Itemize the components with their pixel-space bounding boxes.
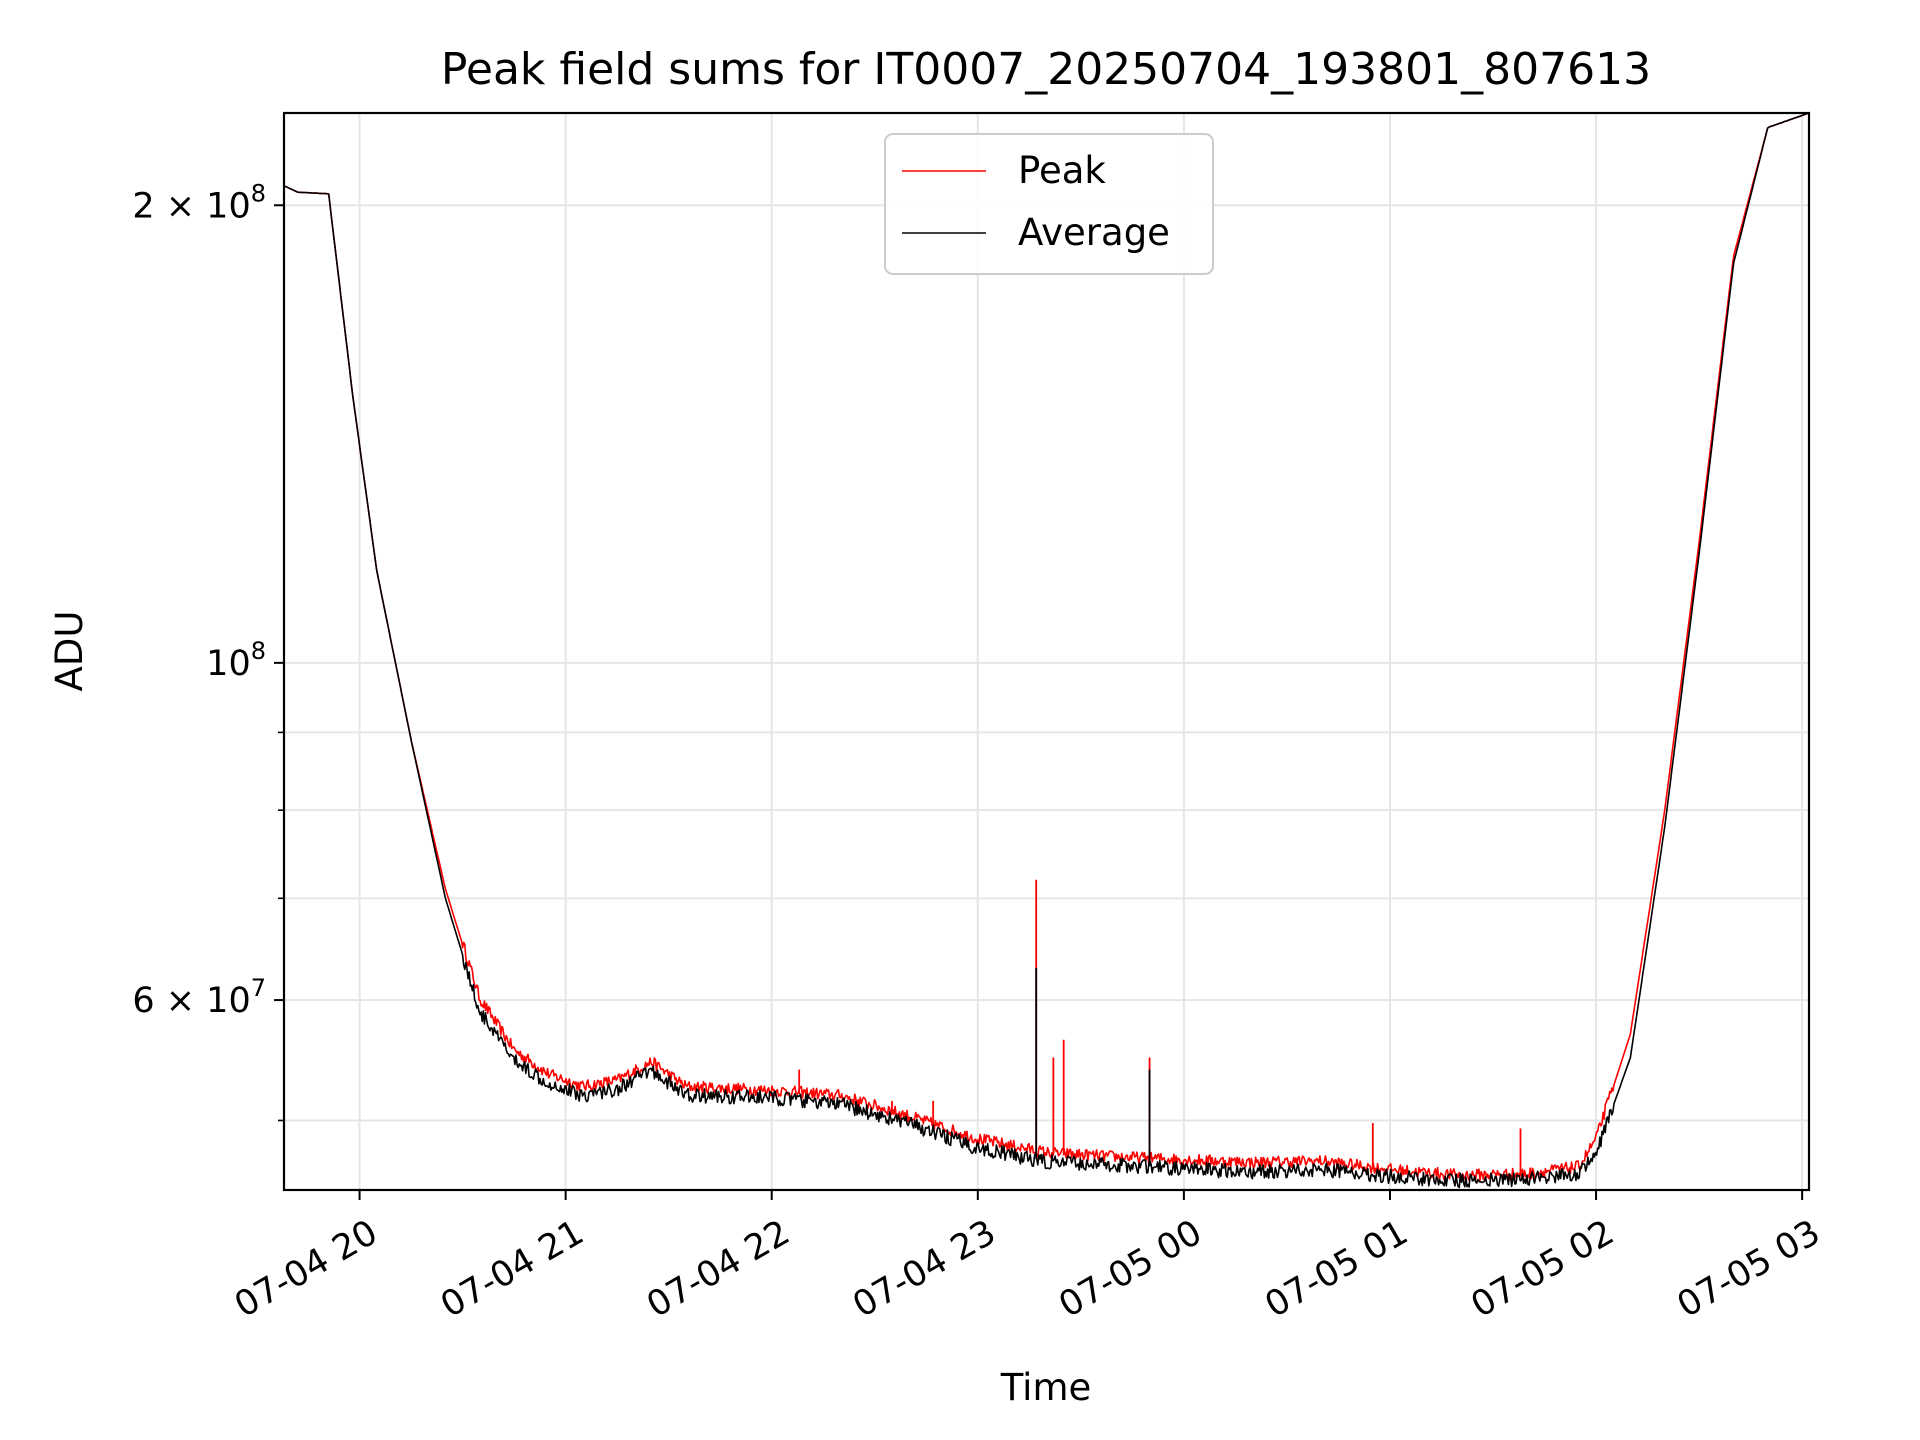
plot-frame	[282, 111, 1811, 1192]
legend-label-peak: Peak	[1018, 149, 1106, 192]
y-tick-label: 108	[206, 637, 266, 684]
legend-box	[884, 133, 1214, 275]
series-layer	[284, 113, 1809, 1189]
y-axis-label: ADU	[48, 611, 91, 692]
x-axis-label: Time	[1000, 1366, 1092, 1409]
y-tick-label: 2 × 108	[132, 179, 266, 226]
series-line-peak	[284, 113, 1809, 1182]
legend: Peak Average	[884, 133, 1214, 275]
legend-label-average: Average	[1018, 211, 1170, 254]
y-tick-label: 6 × 107	[132, 974, 266, 1021]
series-line-average	[284, 113, 1809, 1189]
chart-title: Peak field sums for IT0007_20250704_1938…	[441, 44, 1651, 95]
y-axis: 108 6 × 107 2 × 108	[132, 179, 284, 1122]
